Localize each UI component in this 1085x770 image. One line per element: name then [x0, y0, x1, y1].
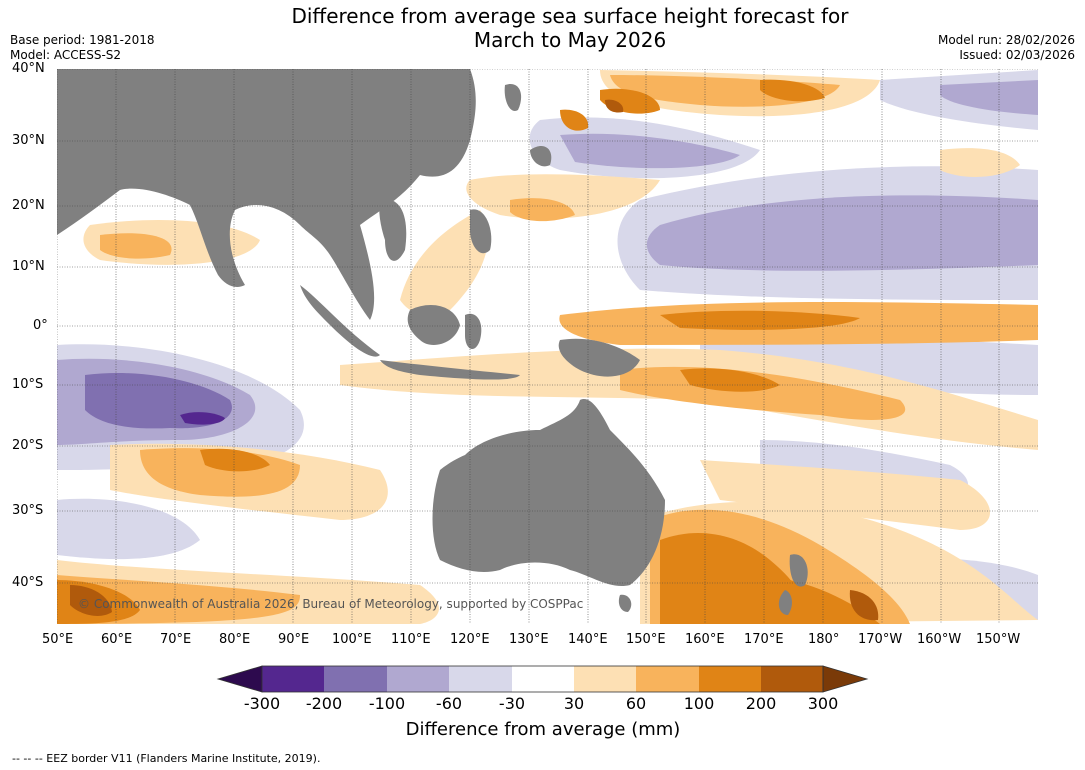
colorbar-seg-3 [387, 666, 449, 692]
lon-label-160e: 160°E [685, 632, 725, 647]
legend-tick: -200 [305, 694, 343, 713]
issued-date: Issued: 02/03/2026 [959, 48, 1075, 62]
legend-tick: 30 [563, 694, 585, 713]
colorbar-seg-4 [449, 666, 512, 692]
legend-tick: 100 [683, 694, 715, 713]
legend-tick: -30 [498, 694, 526, 713]
title-line-1: Difference from average sea surface heig… [291, 4, 849, 28]
lon-label-140e: 140°E [568, 632, 608, 647]
lat-label-10n: 10°N [12, 259, 45, 274]
legend-title: Difference from average (mm) [405, 719, 681, 740]
lon-label-170e: 170°E [744, 632, 784, 647]
lon-label-180: 180° [808, 632, 840, 647]
lon-label-110e: 110°E [391, 632, 431, 647]
meta-left: Base period: 1981-2018 Model: ACCESS-S2 [10, 33, 155, 63]
lat-label-30s: 30°S [12, 503, 44, 518]
legend-tick: -100 [368, 694, 406, 713]
lat-label-20n: 20°N [12, 198, 45, 213]
legend-tick: -300 [243, 694, 281, 713]
legend-tick: 60 [625, 694, 647, 713]
model-name: Model: ACCESS-S2 [10, 48, 122, 62]
lat-label-30n: 30°N [12, 133, 45, 148]
lon-label-130e: 130°E [509, 632, 549, 647]
lon-label-100e: 100°E [332, 632, 372, 647]
lon-label-90e: 90°E [278, 632, 310, 647]
lon-label-80e: 80°E [219, 632, 251, 647]
meta-right: Model run: 28/02/2026 Issued: 02/03/2026 [938, 33, 1075, 63]
lat-label-10s: 10°S [12, 377, 44, 392]
colorbar-seg-7 [636, 666, 699, 692]
colorbar-seg-9 [761, 666, 823, 692]
colorbar-seg-6 [574, 666, 636, 692]
map-field [57, 69, 1038, 624]
lat-label-0: 0° [33, 318, 48, 333]
lon-label-50e: 50°E [42, 632, 74, 647]
land [57, 69, 808, 615]
anomaly-pos-200 [70, 99, 879, 621]
title-line-2: March to May 2026 [473, 28, 667, 52]
legend-tick: -60 [435, 694, 463, 713]
lon-label-170w: 170°W [858, 632, 903, 647]
lon-label-70e: 70°E [160, 632, 192, 647]
base-period: Base period: 1981-2018 [10, 33, 155, 47]
footnote: -- -- -- EEZ border V11 (Flanders Marine… [12, 752, 321, 765]
colorbar-cap-high [822, 665, 869, 693]
legend-tick: 300 [807, 694, 839, 713]
model-run: Model run: 28/02/2026 [937, 33, 1075, 47]
lon-label-120e: 120°E [450, 632, 490, 647]
lon-label-60e: 60°E [101, 632, 133, 647]
colorbar-seg-8 [699, 666, 761, 692]
colorbar [216, 665, 869, 693]
colorbar-seg-1 [262, 666, 324, 692]
copyright-notice: © Commonwealth of Australia 2026, Bureau… [78, 597, 584, 611]
chart-title: Difference from average sea surface heig… [240, 4, 900, 52]
anomaly-neg-200 [180, 412, 225, 425]
lon-label-160w: 160°W [917, 632, 962, 647]
lon-label-150e: 150°E [626, 632, 666, 647]
colorbar-seg-2 [324, 666, 387, 692]
lon-label-150w: 150°W [976, 632, 1021, 647]
lat-label-20s: 20°S [12, 438, 44, 453]
lat-label-40s: 40°S [12, 575, 44, 590]
gridlines [57, 69, 1038, 624]
colorbar-seg-5 [512, 666, 574, 692]
lat-label-40n: 40°N [12, 61, 45, 76]
colorbar-cap-low [216, 665, 263, 693]
legend-tick: 200 [745, 694, 777, 713]
